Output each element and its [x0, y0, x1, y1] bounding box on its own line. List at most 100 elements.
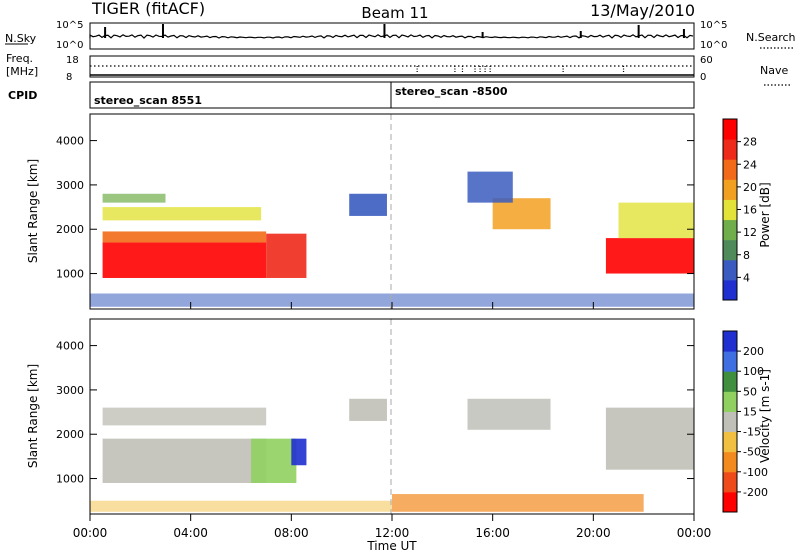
noise-right-tick-top: 10^5: [700, 20, 727, 31]
noise-left-tick-top: 10^5: [56, 20, 83, 31]
power-colorbar-bin: [723, 139, 737, 160]
power-scatter-region: [102, 207, 262, 221]
velocity-colorbar-bin: [723, 491, 737, 513]
power-scatter-region: [102, 242, 267, 278]
noise-trace: [89, 34, 694, 39]
velocity-colorbar-tick: 100: [743, 365, 764, 378]
x-axis-label: Time UT: [366, 539, 417, 553]
velocity-ytick-label: 4000: [56, 340, 84, 353]
velocity-ylabel: Slant Range [km]: [26, 364, 40, 468]
velocity-ytick-label: 2000: [56, 428, 84, 441]
x-tick-label: 16:00: [475, 526, 510, 540]
velocity-colorbar-bin: [723, 351, 737, 372]
freq-label: Freq.: [6, 52, 33, 65]
velocity-ytick-label: 3000: [56, 384, 84, 397]
noise-left-tick-bottom: 10^0: [56, 40, 83, 51]
velocity-colorbar-label: Velocity [m s-1]: [758, 369, 772, 463]
power-panel: 1000 2000 3000 4000 Slant Range [km] 28 24 20…: [26, 113, 772, 310]
power-colorbar-tick: 20: [743, 181, 757, 194]
x-tick-label: 20:00: [576, 526, 611, 540]
velocity-colorbar-tick: 15: [743, 405, 757, 418]
noise-panel: N.Sky 10^5 10^0 10^5 10^0 N.Search: [5, 20, 796, 51]
freq-left-tick-bottom: 8: [66, 72, 72, 83]
freq-left-tick-top: 18: [66, 55, 79, 66]
x-tick-label: 00:00: [73, 526, 108, 540]
velocity-scatter-region: [102, 407, 267, 426]
nave-label: Nave: [760, 64, 788, 77]
power-colorbar-bin: [723, 279, 737, 301]
power-colorbar-bin: [723, 219, 737, 241]
velocity-scatter-region: [349, 398, 387, 421]
velocity-colorbar-bin: [723, 391, 737, 412]
velocity-scatter-region: [251, 438, 297, 483]
velocity-scatter-region: [291, 438, 307, 466]
power-scatter-region: [605, 238, 694, 274]
power-ytick-label: 3000: [56, 179, 84, 192]
power-colorbar-bin: [723, 119, 737, 140]
power-ytick-label: 1000: [56, 268, 84, 281]
power-scatter-region: [349, 193, 387, 216]
beam-title: Beam 11: [361, 4, 428, 22]
velocity-panel: 1000 2000 3000 4000 Slant Range [km] 200 100…: [26, 318, 772, 515]
power-colorbar-bin: [723, 179, 737, 200]
velocity-scatter-region: [102, 438, 267, 483]
cpid-segment-2: stereo_scan -8500: [395, 85, 508, 98]
power-colorbar-tick: 12: [743, 226, 757, 239]
power-colorbar-tick: 4: [743, 271, 750, 284]
radar-title: TIGER (fitACF): [91, 0, 205, 18]
power-scatter-region: [102, 193, 166, 203]
velocity-colorbar-tick: -50: [743, 446, 761, 459]
velocity-colorbar-tick: -15: [743, 426, 761, 439]
velocity-scatter-region: [605, 407, 694, 470]
x-tick-label: 12:00: [375, 526, 410, 540]
date-title: 13/May/2010: [590, 1, 695, 20]
velocity-colorbar-tick: 200: [743, 345, 764, 358]
frequency-panel: Freq. [MHz] 18 8 60 0 Nave: [6, 52, 790, 86]
cpid-strip: CPID stereo_scan 8551 stereo_scan -8500: [8, 81, 695, 109]
cpid-label: CPID: [8, 89, 37, 102]
velocity-colorbar-bin: [723, 451, 737, 473]
velocity-colorbar-bin: [723, 411, 737, 433]
nave-right-tick-bottom: 0: [700, 72, 706, 83]
x-tick-label: 04:00: [173, 526, 208, 540]
velocity-colorbar-tick: -100: [743, 466, 768, 479]
power-colorbar-label: Power [dB]: [758, 182, 772, 247]
noise-right-tick-bottom: 10^0: [700, 40, 727, 51]
power-scatter-region: [467, 171, 513, 203]
power-colorbar-tick: 16: [743, 204, 757, 217]
x-tick-label: 00:00: [677, 526, 712, 540]
velocity-colorbar-tick: -200: [743, 486, 768, 499]
power-scatter-region: [492, 198, 551, 230]
power-colorbar-bin: [723, 239, 737, 261]
nsky-label: N.Sky: [5, 32, 37, 45]
velocity-colorbar-bin: [723, 371, 737, 392]
nsearch-label: N.Search: [746, 31, 796, 44]
velocity-colorbar-bin: [723, 431, 737, 453]
velocity-scatter-region: [90, 500, 392, 512]
power-colorbar-tick: 24: [743, 158, 757, 171]
velocity-colorbar-tick: 50: [743, 385, 757, 398]
velocity-scatter-region: [467, 398, 551, 430]
power-ytick-label: 4000: [56, 135, 84, 148]
x-tick-label: 08:00: [274, 526, 309, 540]
power-scatter-region: [618, 202, 694, 239]
power-scatter-region: [90, 293, 694, 307]
power-colorbar-bin: [723, 199, 737, 221]
freq-unit: [MHz]: [6, 65, 38, 78]
nave-right-tick-top: 60: [700, 55, 713, 66]
power-ytick-label: 2000: [56, 223, 84, 236]
power-scatter-region: [266, 233, 307, 278]
velocity-colorbar-bin: [723, 471, 737, 493]
velocity-ytick-label: 1000: [56, 473, 84, 486]
velocity-colorbar-bin: [723, 331, 737, 352]
power-colorbar-tick: 28: [743, 136, 757, 149]
cpid-segment-1: stereo_scan 8551: [94, 94, 202, 107]
velocity-scatter-region: [392, 494, 644, 512]
x-axis: 00:00 04:00 08:00 12:00 16:00 20:00 00:00: [73, 302, 712, 540]
power-ylabel: Slant Range [km]: [26, 159, 40, 263]
power-scatter-region: [102, 231, 267, 243]
power-colorbar-bin: [723, 259, 737, 281]
power-colorbar-tick: 8: [743, 249, 750, 262]
power-colorbar-bin: [723, 159, 737, 180]
